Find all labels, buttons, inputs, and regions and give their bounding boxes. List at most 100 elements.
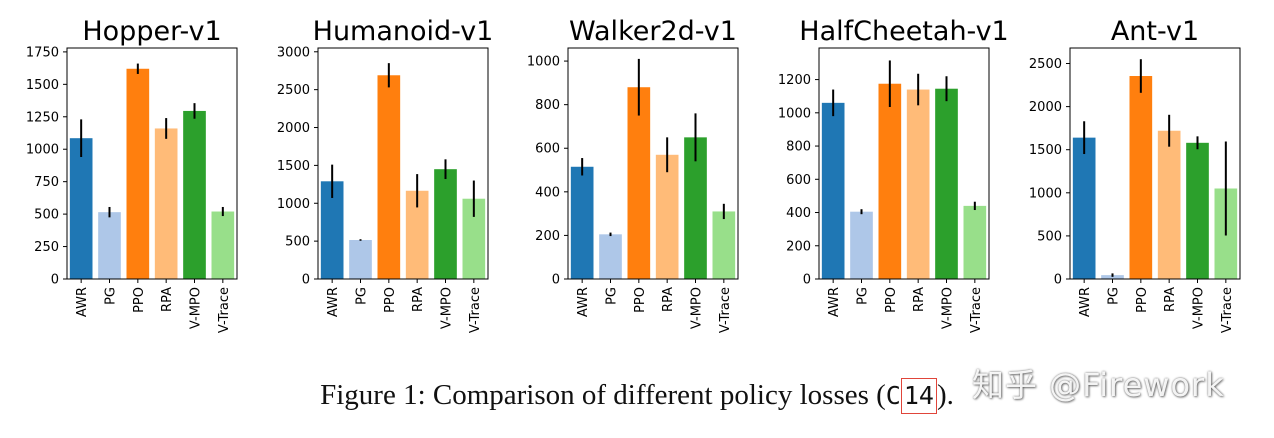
- y-tick-label: 2500: [277, 83, 310, 98]
- chart-panel-1: Hopper-v1 0 250 500 750 1000 1250 1500 1750 AWR PG…: [26, 16, 238, 333]
- y-tick-label: 1000: [277, 197, 310, 212]
- bar-v-mpo: [434, 169, 457, 279]
- y-tick-label: 0: [803, 273, 811, 288]
- x-tick-label: V-Trace: [217, 287, 232, 333]
- x-tick-label: RPA: [661, 287, 676, 312]
- y-tick-label: 1500: [277, 159, 310, 174]
- y-tick-label: 0: [302, 273, 310, 288]
- y-tick-label: 200: [535, 229, 560, 244]
- y-tick-label: 600: [786, 173, 811, 188]
- bar-awr: [1072, 137, 1096, 279]
- x-tick-label: RPA: [160, 287, 175, 312]
- chart-title: Hopper-v1: [82, 16, 221, 47]
- chart-panel-4: HalfCheetah-v1 0 200 400 600 800 1000 1200 AWR PG…: [778, 16, 1009, 333]
- caption-text-end: ).: [936, 379, 954, 411]
- y-tick-label: 2000: [1029, 100, 1062, 115]
- bar-v-trace: [211, 211, 235, 279]
- y-tick-label: 2500: [1029, 57, 1062, 72]
- x-tick-label: RPA: [912, 287, 927, 312]
- bar-rpa: [405, 190, 429, 279]
- x-tick-label: V-Trace: [969, 287, 984, 333]
- y-tick-label: 1500: [26, 78, 59, 93]
- y-tick-label: 400: [535, 185, 560, 200]
- x-tick-label: V-MPO: [941, 287, 956, 329]
- x-tick-label: AWR: [326, 287, 341, 317]
- y-tick-label: 1000: [1029, 186, 1062, 201]
- x-tick-label: V-MPO: [189, 287, 204, 329]
- bar-pg: [1101, 275, 1124, 279]
- y-tick-label: 1000: [778, 106, 811, 121]
- y-tick-label: 2000: [277, 121, 310, 136]
- bar-rpa: [906, 89, 930, 280]
- x-tick-label: V-MPO: [690, 287, 705, 329]
- y-tick-label: 1200: [778, 73, 811, 88]
- watermark-text: 知乎 @Firework: [972, 366, 1225, 404]
- chart-title: Walker2d-v1: [569, 16, 737, 47]
- bar-ppo: [126, 68, 150, 280]
- y-tick-label: 200: [786, 239, 811, 254]
- x-tick-label: PG: [355, 287, 370, 305]
- bar-awr: [570, 166, 594, 279]
- chart-title: Humanoid-v1: [313, 16, 494, 47]
- bar-v-trace: [462, 198, 486, 279]
- plot-frame: [567, 47, 739, 280]
- bar-pg: [349, 239, 372, 279]
- x-tick-label: PG: [856, 287, 871, 305]
- x-tick-label: PPO: [1135, 287, 1150, 313]
- caption-text: Figure 1: Comparison of different policy…: [320, 379, 886, 411]
- bar-rpa: [154, 128, 178, 279]
- x-tick-label: V-Trace: [1220, 287, 1235, 333]
- bar-ppo: [878, 83, 902, 279]
- x-tick-label: AWR: [1078, 287, 1093, 317]
- y-tick-label: 800: [535, 98, 560, 113]
- caption-ref-prefix: C: [885, 381, 901, 410]
- x-tick-label: AWR: [576, 287, 591, 317]
- bar-v-mpo: [935, 88, 958, 280]
- y-tick-label: 500: [1037, 229, 1062, 244]
- figure-caption: Figure 1: Comparison of different policy…: [0, 378, 1274, 414]
- chart-panel-5: Ant-v1 0 500 1000 1500 2000 2500 AWR PG PPO RPA V-M…: [1029, 16, 1241, 333]
- bar-awr: [821, 102, 845, 279]
- bar-v-mpo: [1186, 142, 1209, 279]
- y-tick-label: 0: [552, 273, 560, 288]
- chart-title: Ant-v1: [1111, 16, 1199, 47]
- x-tick-label: PG: [1107, 287, 1122, 305]
- plot-frame: [66, 47, 238, 280]
- x-tick-label: AWR: [75, 287, 90, 317]
- bar-v-mpo: [684, 137, 707, 279]
- y-tick-label: 500: [34, 208, 59, 223]
- y-tick-label: 3000: [277, 45, 310, 60]
- chart-title: HalfCheetah-v1: [799, 16, 1008, 47]
- y-tick-label: 800: [786, 140, 811, 155]
- x-tick-label: PG: [104, 287, 119, 305]
- caption-ref-boxed: 14: [900, 378, 937, 414]
- y-tick-label: 600: [535, 142, 560, 157]
- y-tick-label: 500: [285, 235, 310, 250]
- bar-v-trace: [712, 211, 736, 279]
- bar-v-trace: [963, 205, 987, 279]
- x-tick-label: V-MPO: [440, 287, 455, 329]
- plot-frame: [317, 47, 489, 280]
- x-tick-label: PPO: [884, 287, 899, 313]
- charts-figure: Hopper-v1 0 250 500 750 1000 1250 1500 1750 AWR PG…: [26, 16, 1241, 333]
- x-tick-label: PPO: [132, 287, 147, 313]
- y-tick-label: 0: [1054, 273, 1062, 288]
- y-tick-label: 250: [34, 240, 59, 255]
- x-tick-label: PG: [605, 287, 620, 305]
- plot-frame: [818, 47, 990, 280]
- chart-panel-3: Walker2d-v1 0 200 400 600 800 1000 AWR PG PPO RPA V…: [527, 16, 739, 333]
- y-tick-label: 1250: [26, 110, 59, 125]
- bar-rpa: [1157, 130, 1181, 279]
- bar-pg: [599, 234, 622, 279]
- y-tick-label: 400: [786, 206, 811, 221]
- bar-ppo: [1129, 76, 1153, 279]
- bar-rpa: [655, 154, 679, 279]
- x-tick-label: V-MPO: [1192, 287, 1207, 329]
- x-tick-label: PPO: [633, 287, 648, 313]
- bar-awr: [320, 181, 344, 279]
- bar-v-mpo: [183, 110, 206, 279]
- y-tick-label: 1500: [1029, 143, 1062, 158]
- bar-ppo: [377, 75, 401, 280]
- y-tick-label: 750: [34, 175, 59, 190]
- x-tick-label: PPO: [383, 287, 398, 313]
